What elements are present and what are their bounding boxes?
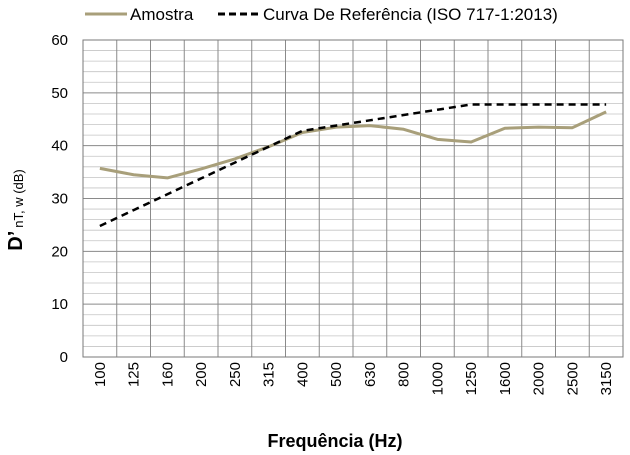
y-axis-ticks: 0 10 20 30 40 50 60	[51, 32, 68, 366]
x-tick-label: 2500	[564, 362, 581, 395]
y-axis-label-sub: nT, w (dB)	[11, 169, 26, 228]
y-tick-label: 30	[51, 191, 68, 208]
x-tick-label: 3150	[598, 362, 615, 395]
x-tick-label: 160	[159, 362, 176, 387]
x-tick-label: 100	[92, 362, 109, 387]
x-tick-label: 125	[126, 362, 143, 387]
x-axis-label: Frequência (Hz)	[267, 431, 402, 451]
y-tick-label: 20	[51, 243, 68, 260]
x-tick-label: 250	[227, 362, 244, 387]
y-tick-label: 60	[51, 32, 68, 49]
x-tick-label: 200	[193, 362, 210, 387]
y-tick-label: 0	[60, 349, 68, 366]
x-axis-ticks: 100 125 160 200 250 315 400 500 630 800 1000 1250 16…	[92, 362, 615, 395]
y-axis-label: D’ nT, w (dB)	[5, 169, 27, 251]
x-tick-label: 800	[396, 362, 413, 387]
plot-border	[82, 39, 624, 358]
series-line-reference-curve	[99, 103, 607, 228]
x-tick-label: 1600	[497, 362, 514, 395]
y-tick-label: 50	[51, 85, 68, 102]
grid	[82, 39, 624, 358]
y-tick-label: 40	[51, 138, 68, 155]
x-tick-label: 400	[294, 362, 311, 387]
x-tick-label: 1000	[429, 362, 446, 395]
series-line-amostra	[99, 110, 607, 180]
legend-label: Curva De Referência (ISO 717-1:2013)	[263, 5, 558, 24]
x-tick-label: 1250	[463, 362, 480, 395]
svg-text:D’nT, w (dB): D’ nT, w (dB)	[5, 169, 27, 251]
legend: Amostra Curva De Referência (ISO 717-1:20…	[85, 5, 558, 24]
x-tick-label: 315	[261, 362, 278, 387]
x-tick-label: 630	[362, 362, 379, 387]
x-tick-label: 500	[328, 362, 345, 387]
x-tick-label: 2000	[531, 362, 548, 395]
series-lines	[99, 103, 607, 228]
legend-label: Amostra	[130, 5, 194, 24]
y-axis-label-main: D’	[5, 231, 27, 251]
y-tick-label: 10	[51, 296, 68, 313]
